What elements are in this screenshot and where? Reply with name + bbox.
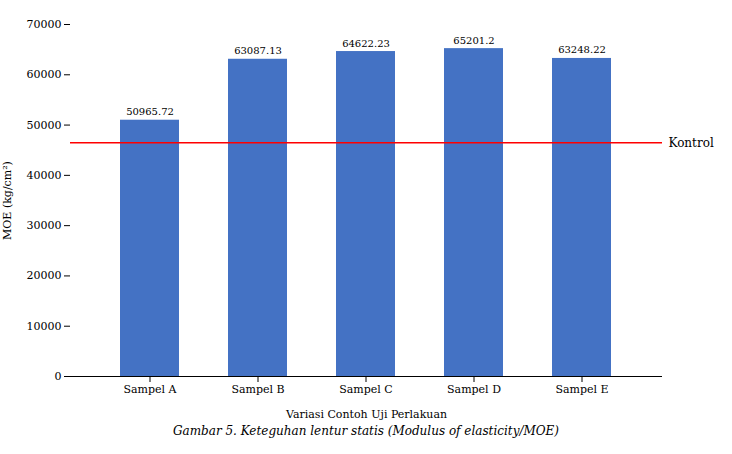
html-text:Gambar 5. Keteguhan lentur sta: Gambar 5. Keteguhan lentur statis (Modul… <box>172 424 560 438</box>
svg-text:70000: 70000 <box>27 18 62 31</box>
svg-text:Sampel C: Sampel C <box>339 383 393 396</box>
svg-text:65201.2: 65201.2 <box>453 35 494 46</box>
svg-text:60000: 60000 <box>27 68 62 81</box>
svg-text:Sampel E: Sampel E <box>555 383 608 396</box>
svg-text:Sampel A: Sampel A <box>123 383 177 396</box>
svg-text:30000: 30000 <box>27 219 62 232</box>
svg-text:Sampel B: Sampel B <box>231 383 284 396</box>
svg-text:50000: 50000 <box>27 119 62 132</box>
svg-text:Kontrol: Kontrol <box>669 136 714 150</box>
svg-text:0: 0 <box>55 370 62 383</box>
svg-text:64622.23: 64622.23 <box>342 38 390 49</box>
svg-text:10000: 10000 <box>27 320 62 333</box>
svg-text:20000: 20000 <box>27 269 62 282</box>
svg-text:63087.13: 63087.13 <box>234 45 282 56</box>
svg-text:50965.72: 50965.72 <box>126 106 174 117</box>
svg-text:63248.22: 63248.22 <box>558 44 606 55</box>
svg-text:40000: 40000 <box>27 169 62 182</box>
svg-text:Variasi Contoh Uji Perlakuan: Variasi Contoh Uji Perlakuan <box>285 408 447 421</box>
svg-text:MOE (kg/cm²): MOE (kg/cm²) <box>1 161 14 240</box>
svg-text:Sampel D: Sampel D <box>447 383 501 396</box>
